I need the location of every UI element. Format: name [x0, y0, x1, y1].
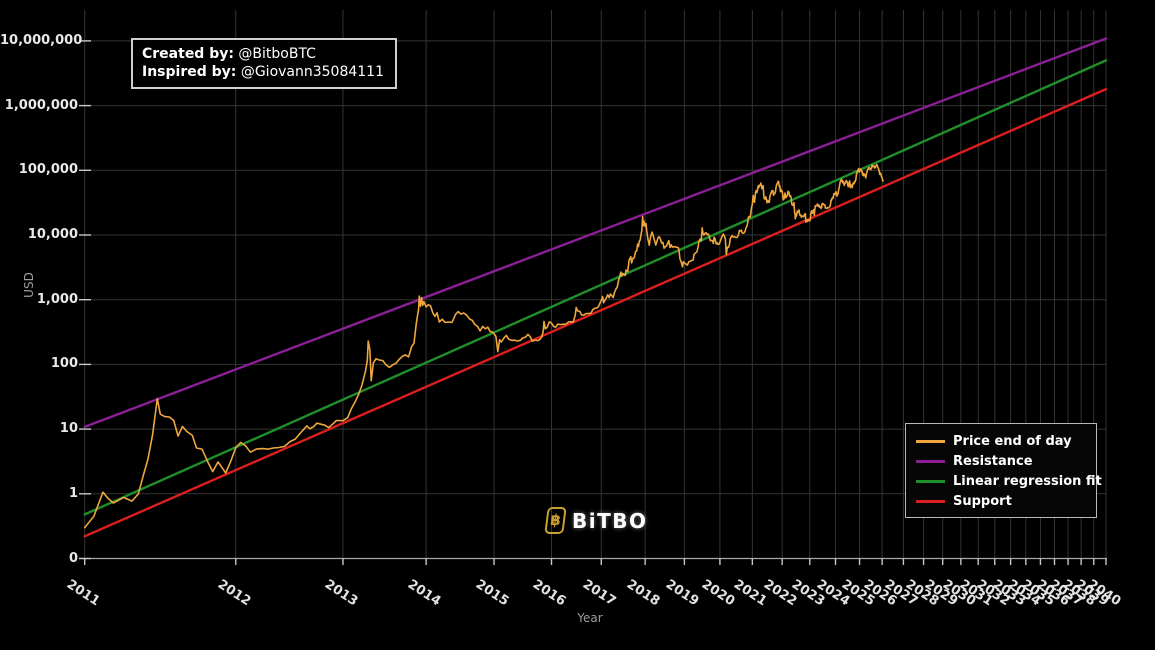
x-axis-title: Year: [577, 611, 603, 625]
legend-swatch-resistance: [916, 459, 945, 463]
chart-legend: Price end of day Resistance Linear regress…: [905, 423, 1102, 518]
legend-item-resistance: Resistance: [916, 451, 1096, 471]
legend-swatch-support: [916, 499, 945, 503]
y-tick-label-10,000: 10,000: [27, 227, 78, 242]
legend-label-regression: Linear regression fit: [953, 473, 1102, 489]
axes: [79, 40, 1107, 565]
legend-label-resistance: Resistance: [953, 453, 1033, 469]
bitbo-wordmark: BiTBO: [572, 508, 648, 533]
y-tick-label-10,000,000: 10,000,000: [0, 32, 83, 48]
credits-annotation: Created by: @BitboBTC Inspired by: @Giov…: [131, 38, 397, 89]
y-tick-label-1,000,000: 1,000,000: [4, 97, 78, 113]
series-regression: [83, 59, 1108, 516]
legend-item-regression: Linear regression fit: [916, 471, 1102, 491]
legend-label-support: Support: [953, 493, 1012, 509]
created-by-label: Created by:: [142, 46, 234, 62]
inspired-by-value: @Giovann35084111: [236, 64, 384, 80]
legend-item-price: Price end of day: [916, 431, 1096, 451]
bitbo-logo-icon: ฿: [544, 507, 567, 534]
y-tick-label-100: 100: [50, 356, 78, 372]
bitbo-watermark: ฿ BiTBO: [544, 507, 648, 534]
series-support: [83, 87, 1108, 538]
legend-swatch-regression: [916, 479, 945, 483]
inspired-by-line: Inspired by: @Giovann35084111: [142, 63, 384, 81]
y-tick-label-0: 0: [68, 550, 78, 566]
legend-swatch-price: [916, 439, 945, 443]
created-by-value: @BitboBTC: [233, 46, 316, 62]
series-resistance: [83, 37, 1108, 429]
y-axis-title: USD: [22, 272, 36, 298]
legend-label-price: Price end of day: [953, 433, 1072, 449]
inspired-by-label: Inspired by:: [142, 64, 237, 80]
y-tick-label-1: 1: [68, 485, 78, 501]
created-by-line: Created by: @BitboBTC: [142, 45, 384, 63]
y-tick-label-1,000: 1,000: [36, 291, 78, 307]
series-lines: [83, 37, 1108, 538]
y-tick-label-10: 10: [59, 421, 78, 437]
legend-item-support: Support: [916, 491, 1096, 511]
series-price: [83, 163, 884, 529]
y-tick-label-100,000: 100,000: [18, 162, 78, 178]
